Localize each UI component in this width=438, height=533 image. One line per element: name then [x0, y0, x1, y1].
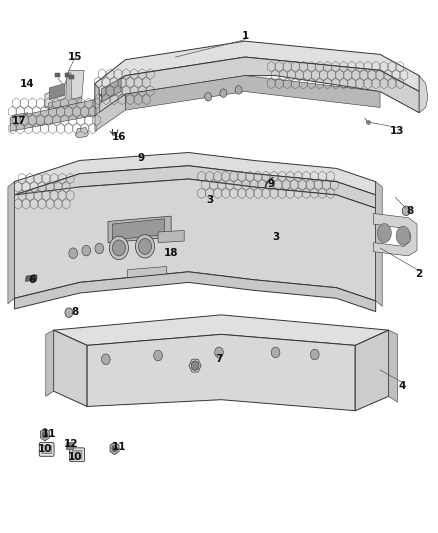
- Polygon shape: [378, 223, 391, 243]
- Text: 18: 18: [164, 248, 178, 259]
- Circle shape: [110, 236, 128, 260]
- Circle shape: [205, 93, 212, 101]
- Text: 7: 7: [215, 354, 223, 364]
- Text: 8: 8: [407, 206, 414, 216]
- Circle shape: [138, 238, 152, 254]
- Text: 3: 3: [207, 195, 214, 205]
- Circle shape: [42, 431, 47, 438]
- Polygon shape: [376, 182, 382, 306]
- Text: 16: 16: [112, 132, 126, 142]
- Circle shape: [69, 248, 78, 259]
- Bar: [66, 442, 73, 449]
- Polygon shape: [396, 226, 410, 245]
- Polygon shape: [46, 330, 53, 397]
- Polygon shape: [14, 166, 376, 208]
- Polygon shape: [45, 70, 84, 108]
- Text: 1: 1: [241, 31, 249, 41]
- Text: 10: 10: [68, 453, 83, 463]
- Polygon shape: [158, 230, 184, 243]
- Circle shape: [154, 350, 162, 361]
- Text: 13: 13: [390, 126, 405, 136]
- Polygon shape: [113, 219, 165, 240]
- Polygon shape: [8, 182, 14, 304]
- Text: 15: 15: [68, 52, 83, 62]
- Polygon shape: [48, 73, 82, 110]
- Polygon shape: [87, 334, 355, 411]
- Circle shape: [113, 240, 125, 256]
- Polygon shape: [102, 78, 121, 102]
- Polygon shape: [95, 94, 125, 131]
- FancyBboxPatch shape: [70, 448, 85, 462]
- Text: 11: 11: [112, 442, 126, 452]
- Polygon shape: [10, 100, 95, 131]
- Polygon shape: [110, 442, 119, 455]
- Circle shape: [82, 245, 91, 256]
- Text: 12: 12: [64, 439, 78, 449]
- Circle shape: [191, 361, 199, 370]
- Circle shape: [95, 243, 104, 254]
- Text: 6: 6: [28, 274, 35, 285]
- Circle shape: [102, 354, 110, 365]
- Polygon shape: [374, 214, 417, 256]
- Circle shape: [65, 308, 73, 317]
- Text: 9: 9: [268, 179, 275, 189]
- Polygon shape: [389, 330, 397, 402]
- Polygon shape: [25, 275, 37, 281]
- Bar: [65, 73, 69, 77]
- FancyBboxPatch shape: [42, 445, 51, 454]
- Polygon shape: [75, 127, 88, 138]
- Polygon shape: [49, 84, 64, 100]
- Polygon shape: [95, 57, 419, 115]
- Polygon shape: [127, 266, 167, 282]
- Polygon shape: [53, 330, 87, 407]
- Text: 4: 4: [398, 381, 406, 391]
- Circle shape: [31, 274, 37, 282]
- Text: 10: 10: [38, 445, 52, 455]
- Text: 3: 3: [272, 232, 279, 243]
- Text: 17: 17: [11, 116, 26, 126]
- Polygon shape: [14, 179, 376, 301]
- Text: 8: 8: [72, 306, 79, 317]
- Text: 11: 11: [42, 429, 57, 439]
- FancyBboxPatch shape: [39, 442, 54, 456]
- Polygon shape: [14, 272, 376, 312]
- Bar: [55, 73, 60, 77]
- Polygon shape: [14, 152, 376, 195]
- Circle shape: [215, 347, 223, 358]
- FancyBboxPatch shape: [72, 450, 82, 459]
- Circle shape: [235, 86, 242, 94]
- Polygon shape: [12, 113, 28, 120]
- Circle shape: [311, 349, 319, 360]
- Circle shape: [112, 445, 117, 451]
- Circle shape: [220, 89, 227, 98]
- Text: 2: 2: [416, 270, 423, 279]
- Polygon shape: [95, 41, 419, 100]
- Polygon shape: [419, 76, 428, 113]
- Bar: [69, 75, 74, 79]
- Polygon shape: [108, 216, 171, 243]
- Circle shape: [271, 347, 280, 358]
- Polygon shape: [95, 84, 99, 120]
- Polygon shape: [125, 76, 380, 110]
- Polygon shape: [53, 315, 389, 345]
- Text: 14: 14: [20, 78, 35, 88]
- Circle shape: [402, 206, 410, 216]
- Text: 9: 9: [137, 153, 144, 163]
- Polygon shape: [40, 428, 49, 441]
- Polygon shape: [355, 330, 389, 411]
- Circle shape: [135, 235, 155, 258]
